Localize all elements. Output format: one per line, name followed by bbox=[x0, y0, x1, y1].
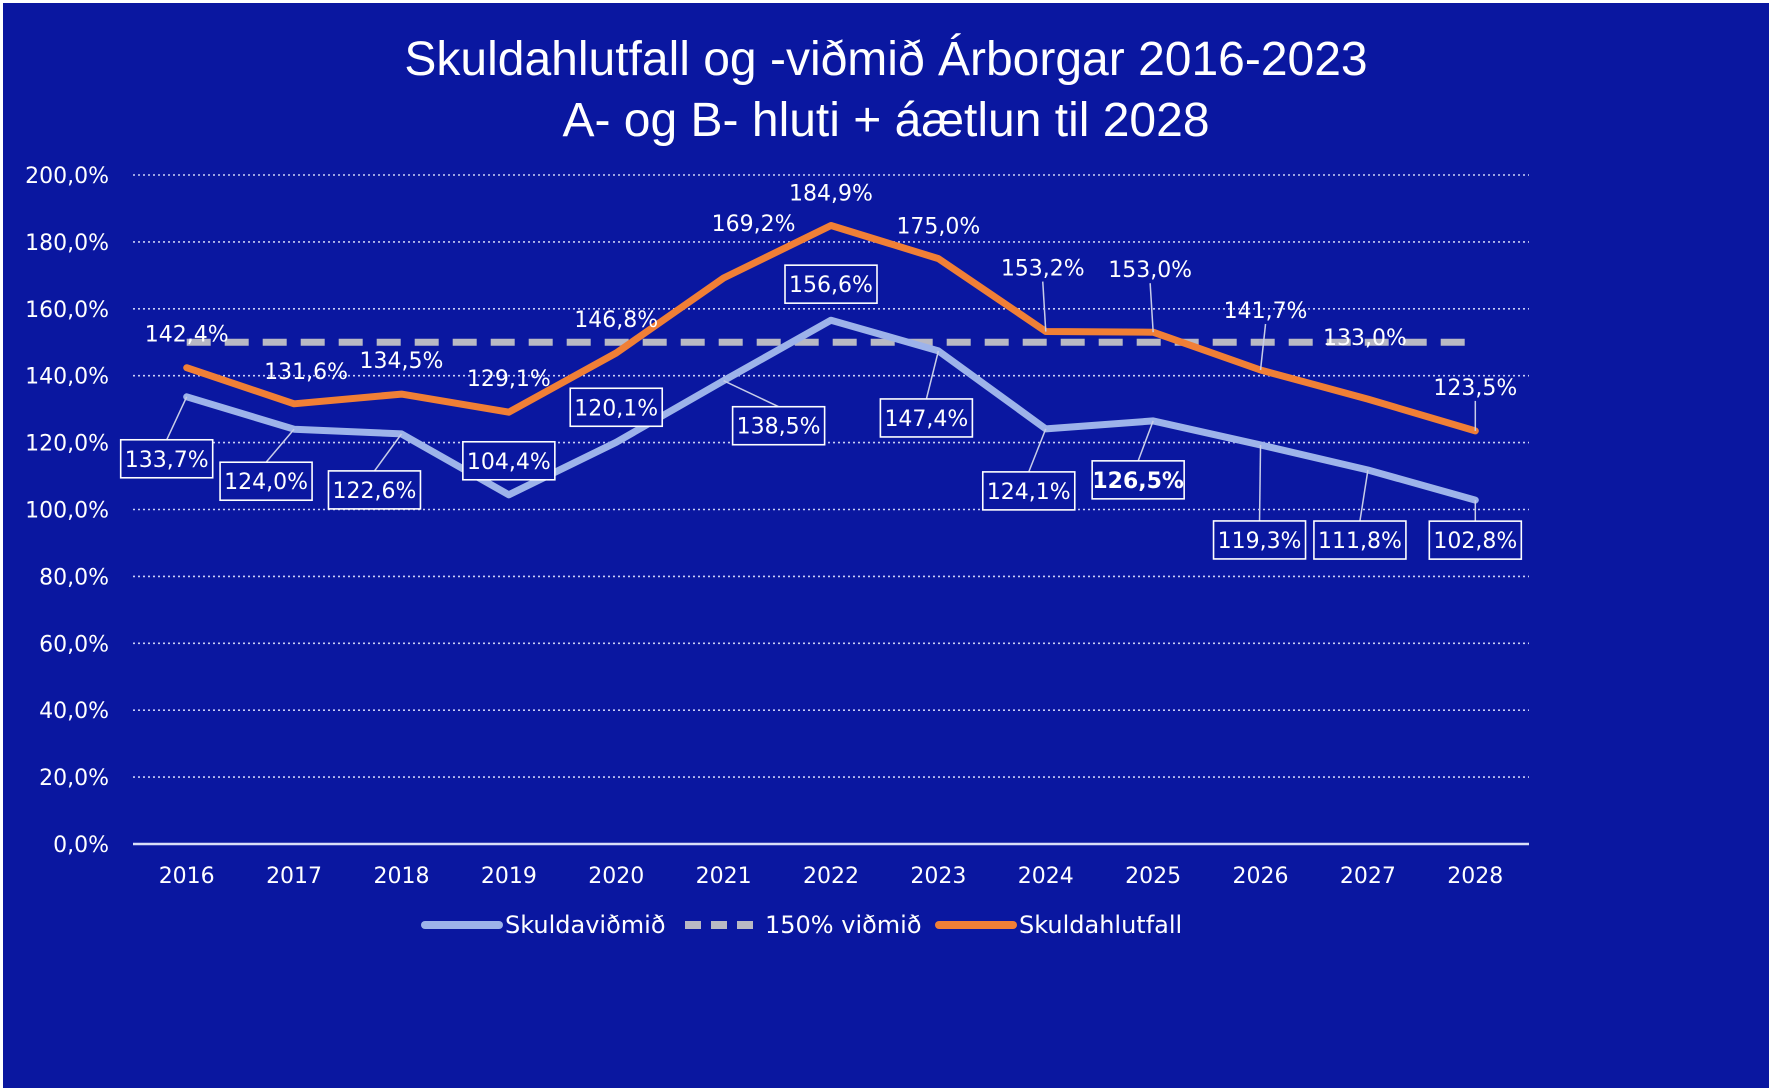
data-label-skuldahlutfall: 175,0% bbox=[896, 215, 980, 240]
x-tick-label: 2028 bbox=[1447, 864, 1503, 889]
label-leader-lines bbox=[166, 281, 1477, 522]
data-label-box bbox=[879, 398, 974, 438]
data-label-skuldavidmid: 126,5% bbox=[1092, 469, 1184, 494]
line-chart: Skuldahlutfall og -viðmið Árborgar 2016-… bbox=[3, 3, 1769, 1088]
chart-title-line-1: Skuldahlutfall og -viðmið Árborgar 2016-… bbox=[404, 33, 1367, 86]
data-label-skuldavidmid: 156,6% bbox=[789, 273, 873, 298]
x-tick-label: 2027 bbox=[1340, 864, 1396, 889]
x-tick-label: 2024 bbox=[1018, 864, 1074, 889]
data-label-box bbox=[784, 264, 878, 304]
data-label-skuldavidmid: 122,6% bbox=[333, 479, 417, 504]
label-leader-line bbox=[723, 380, 779, 408]
series-line-skuldavidmid bbox=[183, 316, 1479, 504]
data-label-skuldahlutfall: 141,7% bbox=[1224, 299, 1308, 324]
data-label-skuldavidmid: 124,1% bbox=[987, 480, 1071, 505]
x-tick-label: 2021 bbox=[696, 864, 752, 889]
legend-label: Skuldahlutfall bbox=[1019, 911, 1182, 939]
data-label-box bbox=[119, 438, 214, 479]
data-label-box bbox=[1091, 460, 1185, 500]
x-tick-label: 2020 bbox=[588, 864, 644, 889]
legend-label: Skuldaviðmið bbox=[505, 911, 666, 939]
x-tick-label: 2019 bbox=[481, 864, 537, 889]
chart-title-line-2: A- og B- hluti + áætlun til 2028 bbox=[562, 94, 1209, 147]
data-label-skuldahlutfall: 133,0% bbox=[1323, 326, 1407, 351]
data-label-skuldavidmid: 133,7% bbox=[125, 448, 209, 473]
data-label-skuldavidmid: 124,0% bbox=[224, 470, 308, 495]
data-label-skuldahlutfall: 146,8% bbox=[574, 308, 658, 333]
y-tick-label: 160,0% bbox=[25, 298, 109, 323]
label-leader-line bbox=[1259, 323, 1267, 371]
data-label-skuldavidmid: 111,8% bbox=[1318, 529, 1402, 554]
data-label-box bbox=[219, 461, 313, 502]
data-label-skuldahlutfall: 142,4% bbox=[145, 323, 229, 348]
x-tick-label: 2026 bbox=[1233, 864, 1289, 889]
y-tick-label: 0,0% bbox=[53, 833, 109, 858]
y-tick-label: 80,0% bbox=[39, 565, 109, 590]
data-label-skuldavidmid: 138,5% bbox=[737, 415, 821, 440]
data-label-skuldahlutfall: 131,6% bbox=[264, 360, 348, 385]
legend: Skuldaviðmið 150% viðmið Skuldahlutfall bbox=[421, 911, 1182, 939]
data-label-skuldahlutfall: 134,5% bbox=[360, 349, 444, 374]
data-label-box bbox=[731, 405, 826, 446]
data-label-box bbox=[569, 387, 664, 428]
y-tick-label: 60,0% bbox=[39, 632, 109, 657]
y-tick-label: 20,0% bbox=[39, 766, 109, 791]
data-label-skuldavidmid: 120,1% bbox=[574, 396, 658, 421]
data-label-box bbox=[1428, 520, 1523, 560]
x-tick-label: 2017 bbox=[266, 864, 322, 889]
label-leader-line bbox=[373, 433, 403, 472]
label-leader-line bbox=[166, 396, 188, 441]
label-leader-line bbox=[1042, 281, 1047, 332]
legend-item-skuldahlutfall: Skuldahlutfall bbox=[935, 911, 1182, 939]
data-label-skuldahlutfall: 169,2% bbox=[712, 212, 796, 237]
x-tick-label: 2023 bbox=[910, 864, 966, 889]
data-label-box bbox=[1212, 520, 1307, 560]
y-tick-label: 140,0% bbox=[25, 365, 109, 390]
x-tick-label: 2022 bbox=[803, 864, 859, 889]
data-label-box bbox=[462, 440, 556, 481]
legend-label: 150% viðmið bbox=[765, 911, 922, 939]
data-label-skuldavidmid: 104,4% bbox=[467, 450, 551, 475]
data-label-box bbox=[981, 471, 1076, 511]
y-tick-label: 40,0% bbox=[39, 699, 109, 724]
y-tick-label: 100,0% bbox=[25, 499, 109, 524]
label-leader-line bbox=[265, 428, 295, 463]
data-label-skuldavidmid: 147,4% bbox=[884, 407, 968, 432]
data-label-skuldahlutfall: 184,9% bbox=[789, 182, 873, 207]
legend-item-threshold-150: 150% viðmið bbox=[685, 911, 922, 939]
gridlines bbox=[133, 174, 1529, 846]
label-leader-line bbox=[1149, 283, 1154, 333]
data-label-skuldavidmid: 102,8% bbox=[1433, 529, 1517, 554]
legend-item-skuldavidmid: Skuldaviðmið bbox=[421, 911, 666, 939]
y-tick-label: 120,0% bbox=[25, 432, 109, 457]
data-label-box bbox=[1313, 520, 1407, 560]
label-leader-line bbox=[1137, 420, 1154, 462]
data-label-skuldavidmid: 119,3% bbox=[1218, 529, 1302, 554]
data-label-skuldahlutfall: 153,2% bbox=[1001, 257, 1085, 282]
data-labels: 133,7% 124,0% 122,6% 104,4% 120,1% 138,5% 156,… bbox=[119, 182, 1523, 560]
label-leader-line bbox=[1359, 469, 1369, 522]
label-leader-line bbox=[925, 350, 940, 400]
data-label-skuldahlutfall: 123,5% bbox=[1433, 376, 1517, 401]
label-leader-line bbox=[1258, 444, 1262, 521]
label-leader-line bbox=[1028, 428, 1047, 473]
data-label-skuldahlutfall: 129,1% bbox=[467, 367, 551, 392]
y-tick-label: 180,0% bbox=[25, 231, 109, 256]
x-tick-label: 2016 bbox=[159, 864, 215, 889]
data-label-skuldahlutfall: 153,0% bbox=[1108, 258, 1192, 283]
x-tick-label: 2025 bbox=[1125, 864, 1181, 889]
x-axis-ticks: 2016 2017 2018 2019 2020 2021 2022 2023 2024 2025… bbox=[159, 864, 1504, 889]
x-tick-label: 2018 bbox=[373, 864, 429, 889]
data-label-box bbox=[327, 470, 422, 510]
y-axis-ticks: 0,0% 20,0% 40,0% 60,0% 80,0% 100,0% 120,0% 140,… bbox=[25, 164, 109, 858]
y-tick-label: 200,0% bbox=[25, 164, 109, 189]
